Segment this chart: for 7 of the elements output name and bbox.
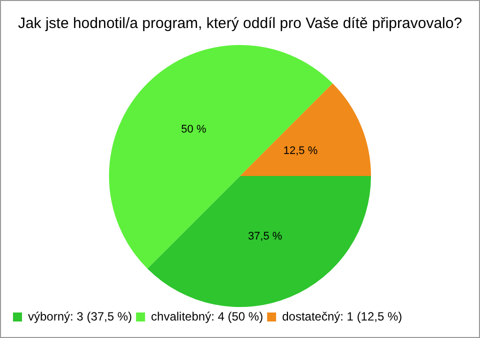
data-label: 50 % [181,124,206,136]
legend-label: chvalitebný: 4 (50 %) [151,309,264,324]
chart-title: Jak jste hodnotil/a program, který oddíl pro Vaše dítě připravovalo? [18,15,462,32]
data-label: 37,5 % [248,230,282,243]
legend-label: výborný: 3 (37,5 %) [28,309,132,324]
legend-label: dostatečný: 1 (12,5 %) [282,309,402,324]
data-label: 12,5 % [283,144,318,157]
